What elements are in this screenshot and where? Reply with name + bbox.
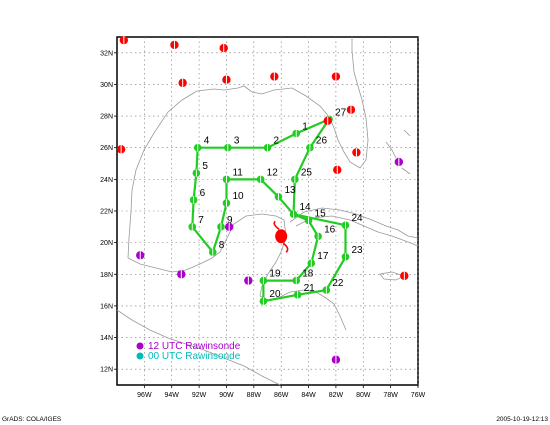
waypoint-label: 5 (202, 161, 208, 172)
waypoint-label: 2 (274, 136, 280, 147)
lat-tick-label: 24N (100, 177, 113, 184)
waypoint-label: 20 (269, 289, 281, 300)
waypoint-label: 16 (324, 224, 336, 235)
hurricane-arm (273, 220, 280, 230)
lon-tick-label: 82W (329, 392, 344, 399)
legend-label-12utc: 12 UTC Rawinsonde (148, 341, 241, 352)
legend: 12 UTC Rawinsonde 00 UTC Rawinsonde (136, 341, 241, 362)
waypoint-label: 13 (284, 185, 296, 196)
cuba-south-coastline (295, 215, 419, 247)
pacific-coastline (116, 309, 281, 386)
lat-tick-label: 32N (100, 50, 113, 57)
waypoint-label: 14 (299, 202, 311, 213)
waypoint-label: 27 (335, 107, 347, 118)
lon-tick-label: 90W (219, 392, 234, 399)
waypoint-label: 23 (351, 245, 363, 256)
legend-swatch-12utc (136, 342, 144, 350)
waypoint-label: 18 (302, 269, 314, 280)
storm-symbol (273, 220, 289, 253)
lat-tick-label: 12N (100, 367, 113, 374)
waypoint-label: 15 (315, 208, 327, 219)
waypoint-label: 7 (198, 215, 204, 226)
lat-tick-label: 16N (100, 303, 113, 310)
axis-labels: 96W 94W 92W 90W 88W 86W 84W 82W 80W 78W 76W 12N 14N 1… (100, 50, 425, 399)
lon-tick-label: 86W (274, 392, 289, 399)
lat-tick-label: 28N (100, 114, 113, 121)
lat-tick-label: 18N (100, 272, 113, 279)
legend-label-00utc: 00 UTC Rawinsonde (148, 351, 241, 362)
footer-right: 2005-10-19-12:13 (496, 416, 548, 423)
waypoint-label: 25 (301, 167, 313, 178)
lat-tick-label: 26N (100, 145, 113, 152)
waypoint-label: 9 (227, 215, 233, 226)
legend-swatch-00utc (136, 352, 144, 360)
cuba-coastline (289, 207, 419, 239)
coastlines (116, 37, 419, 386)
waypoint-label: 10 (232, 191, 244, 202)
jamaica-coastline (379, 271, 406, 281)
waypoint-label: 12 (267, 167, 279, 178)
lat-tick-label: 20N (100, 240, 113, 247)
rawinsonde-stations (116, 35, 409, 364)
waypoint-label: 11 (232, 167, 243, 178)
lon-tick-label: 92W (192, 392, 207, 399)
lat-tick-label: 30N (100, 82, 113, 89)
waypoint-label: 21 (304, 283, 316, 294)
footer-left: GrADS: COLA/IGES (2, 416, 62, 423)
lon-tick-label: 80W (356, 392, 371, 399)
lat-tick-label: 22N (100, 209, 113, 216)
waypoint-label: 3 (234, 136, 240, 147)
waypoint-label: 26 (316, 136, 328, 147)
lon-tick-label: 78W (383, 392, 398, 399)
lon-tick-label: 94W (165, 392, 180, 399)
waypoint-label: 24 (351, 213, 363, 224)
waypoint-label: 19 (269, 269, 281, 280)
waypoint-label: 22 (332, 278, 344, 289)
lon-tick-label: 76W (411, 392, 426, 399)
hurricane-arm (282, 242, 289, 253)
lon-tick-label: 88W (247, 392, 262, 399)
waypoint-label: 8 (219, 240, 225, 251)
lon-tick-label: 96W (137, 392, 152, 399)
waypoint-label: 4 (204, 136, 210, 147)
waypoint-label: 6 (200, 188, 206, 199)
hurricane-symbol (275, 229, 288, 244)
bahamas-coastline (385, 129, 411, 175)
waypoint-label: 17 (317, 251, 329, 262)
lon-tick-label: 84W (301, 392, 316, 399)
lat-tick-label: 14N (100, 335, 113, 342)
gulf-coastline (127, 37, 369, 259)
waypoint-label: 1 (302, 121, 308, 132)
